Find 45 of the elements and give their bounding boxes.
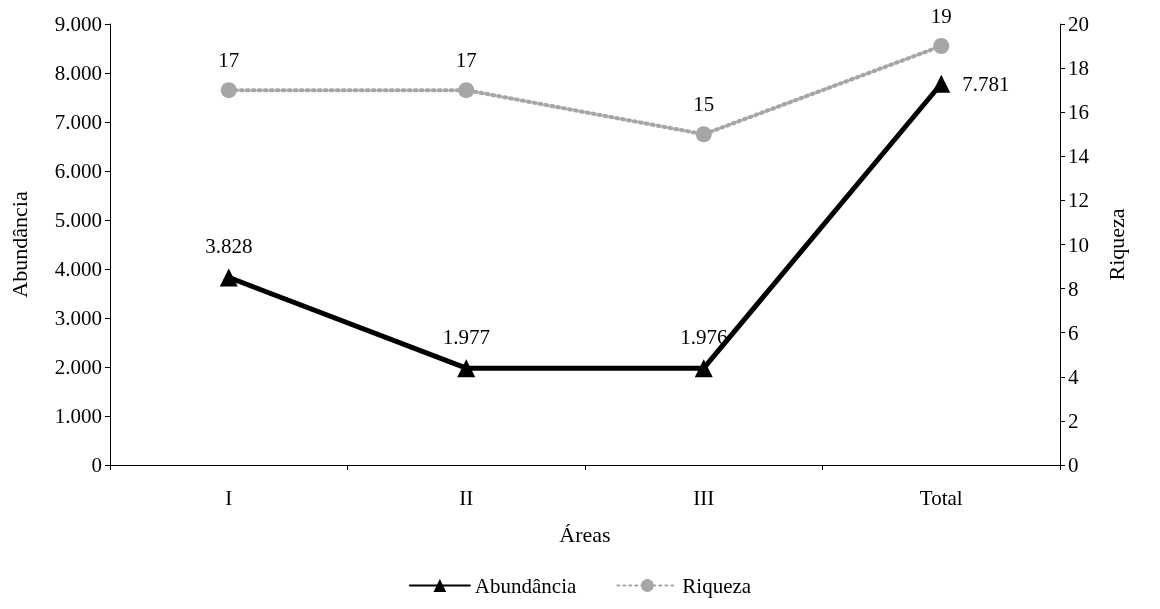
data-label: 19 (930, 3, 952, 28)
point (932, 74, 951, 93)
y2-tick-label: 2 (1068, 408, 1079, 433)
y2-tick-label: 12 (1068, 188, 1089, 213)
point (933, 38, 950, 55)
point (457, 359, 476, 378)
x-tick-label: I (225, 485, 233, 510)
point (695, 126, 712, 143)
y-tick-label: 1.000 (54, 404, 102, 428)
data-label: 3.828 (205, 233, 253, 258)
y2-axis-title: Riqueza (1103, 208, 1129, 281)
x-tick-label: II (459, 485, 474, 510)
legend-label: Abundância (474, 573, 578, 598)
y-tick-label: 8.000 (54, 61, 102, 85)
x-tick-label: III (693, 485, 715, 510)
point (219, 268, 238, 287)
y2-tick-label: 16 (1068, 100, 1089, 125)
y-tick-label: 4.000 (54, 257, 102, 281)
x-tick-label: Total (919, 485, 963, 510)
data-label: 1.977 (442, 324, 490, 349)
y-tick-label: 9.000 (54, 12, 102, 36)
y-tick-label: 0 (91, 453, 102, 477)
y2-tick-label: 0 (1068, 453, 1079, 477)
point (694, 359, 713, 378)
y2-tick-label: 14 (1068, 144, 1090, 169)
y2-tick-label: 20 (1068, 12, 1089, 36)
legend-label: Riqueza (682, 573, 752, 598)
x-axis-title: Áreas (559, 521, 611, 547)
y-tick-label: 7.000 (54, 110, 102, 134)
data-label: 17 (455, 47, 477, 72)
y-tick-label: 5.000 (54, 208, 102, 232)
point (458, 82, 475, 99)
data-label: 7.781 (962, 71, 1010, 96)
y-axis-title: Abundância (6, 191, 32, 298)
data-label: 17 (218, 47, 240, 72)
y-tick-label: 3.000 (54, 306, 102, 330)
y2-tick-label: 8 (1068, 276, 1079, 301)
y-tick-label: 6.000 (54, 159, 102, 183)
y-tick-label: 2.000 (54, 355, 102, 379)
point (220, 82, 237, 99)
y2-tick-label: 4 (1068, 364, 1079, 389)
y2-tick-label: 18 (1068, 56, 1089, 81)
y2-tick-label: 10 (1068, 232, 1089, 257)
y2-tick-label: 6 (1068, 320, 1079, 345)
data-label: 15 (693, 91, 715, 116)
